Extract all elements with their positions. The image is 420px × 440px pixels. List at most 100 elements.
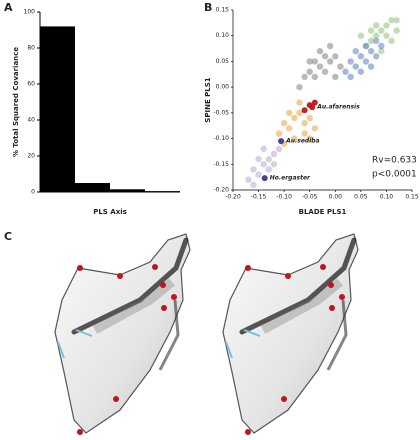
point xyxy=(383,22,390,29)
x-tick-label: 0.15 xyxy=(405,194,419,201)
point xyxy=(332,53,339,60)
y-tick-label: 20 xyxy=(27,153,35,160)
point xyxy=(306,58,313,65)
point xyxy=(352,63,359,70)
point xyxy=(275,130,283,137)
panel-label: B xyxy=(204,1,212,14)
panel-label: C xyxy=(4,230,12,243)
point xyxy=(357,68,365,75)
y-axis-label: % Total Squared Covariance xyxy=(12,47,20,157)
y-tick-label: -0.05 xyxy=(213,109,229,116)
point xyxy=(373,37,380,45)
x-tick-label: 0.05 xyxy=(354,194,368,201)
point xyxy=(286,109,293,117)
point xyxy=(311,125,319,132)
point xyxy=(373,32,380,39)
y-tick-label: -0.20 xyxy=(213,187,229,194)
point xyxy=(337,63,344,70)
point xyxy=(296,99,303,106)
point xyxy=(260,145,267,153)
point-label: Au.sediba xyxy=(285,138,320,145)
x-tick-label: -0.20 xyxy=(225,194,241,201)
point xyxy=(306,135,313,142)
point xyxy=(383,32,390,39)
x-axis-label: PLS Axis xyxy=(93,208,127,216)
point xyxy=(265,166,272,173)
point xyxy=(367,47,375,55)
point xyxy=(316,47,324,55)
scapula-right xyxy=(223,234,358,435)
y-tick-label: -0.15 xyxy=(213,161,229,168)
point xyxy=(332,73,339,81)
point xyxy=(296,83,303,91)
point xyxy=(306,114,313,122)
bar xyxy=(75,183,110,192)
point xyxy=(378,27,385,34)
point xyxy=(388,37,395,45)
point xyxy=(286,125,293,132)
point xyxy=(352,47,359,55)
y-tick-label: 0 xyxy=(31,189,35,196)
scapula-left xyxy=(55,234,190,435)
point xyxy=(261,175,268,182)
point xyxy=(291,135,298,142)
point xyxy=(306,102,313,109)
point xyxy=(347,73,354,81)
point xyxy=(388,17,395,24)
point xyxy=(357,32,365,39)
point xyxy=(245,176,252,183)
point xyxy=(255,171,262,178)
point xyxy=(316,63,324,70)
point xyxy=(301,107,308,114)
annotation: Rv=0.633 xyxy=(372,156,417,166)
y-tick-label: 80 xyxy=(27,45,35,52)
point xyxy=(275,145,283,153)
point-label: Au.afarensis xyxy=(316,104,360,111)
point xyxy=(378,47,385,55)
point xyxy=(260,161,267,168)
point xyxy=(347,58,354,65)
point xyxy=(311,99,318,106)
point xyxy=(250,166,257,173)
point xyxy=(362,58,370,65)
bar xyxy=(40,26,75,193)
point xyxy=(311,58,319,65)
point xyxy=(321,68,329,75)
panel-label: A xyxy=(4,1,13,14)
point xyxy=(301,119,308,127)
y-tick-label: 0.10 xyxy=(216,32,230,39)
x-tick-label: -0.10 xyxy=(276,194,292,201)
point xyxy=(250,181,257,189)
point xyxy=(393,27,400,34)
point xyxy=(367,37,375,45)
y-tick-label: 40 xyxy=(27,117,35,124)
point xyxy=(321,53,329,60)
x-tick-label: -0.05 xyxy=(302,194,318,201)
point xyxy=(373,22,380,29)
point xyxy=(373,53,380,60)
point xyxy=(378,42,385,50)
point xyxy=(311,73,319,81)
y-tick-label: 60 xyxy=(27,81,35,88)
point xyxy=(270,161,278,168)
x-tick-label: -0.15 xyxy=(251,194,267,201)
point-label: Ho.ergaster xyxy=(270,175,311,182)
point xyxy=(270,150,278,158)
point xyxy=(301,130,308,137)
point xyxy=(367,63,375,70)
point xyxy=(255,155,262,163)
y-axis-label: SPINE PLS1 xyxy=(204,77,212,122)
point xyxy=(278,138,285,145)
point xyxy=(265,155,272,163)
point xyxy=(357,53,365,60)
y-tick-label: 0.15 xyxy=(216,7,230,14)
point xyxy=(301,73,308,81)
x-axis-label: BLADE PLS1 xyxy=(299,208,347,216)
point xyxy=(367,27,375,34)
point xyxy=(342,68,349,75)
y-tick-label: 100 xyxy=(24,9,36,16)
point xyxy=(291,114,298,122)
y-tick-label: -0.10 xyxy=(213,135,229,142)
y-tick-label: 0.00 xyxy=(216,84,230,91)
